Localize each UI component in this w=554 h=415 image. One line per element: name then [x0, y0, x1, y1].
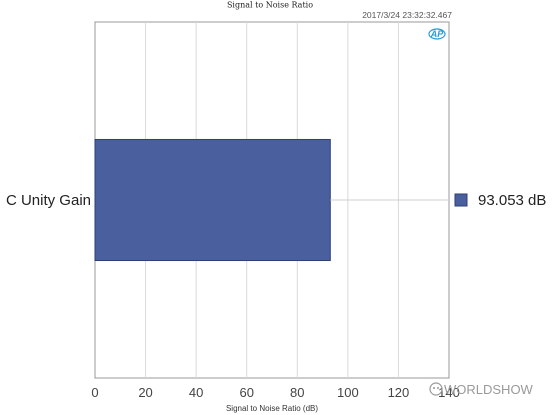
- x-tick-label: 140: [438, 385, 460, 400]
- watermark: WORLDSHOW: [429, 382, 534, 397]
- x-tick-label: 80: [290, 385, 304, 400]
- x-axis-label: Signal to Noise Ratio (dB): [226, 404, 318, 413]
- bars: [94, 138, 449, 262]
- ap-logo-text: AP: [430, 29, 444, 39]
- x-tick-label: 100: [337, 385, 359, 400]
- ap-logo-icon: AP: [428, 28, 446, 40]
- x-tick-label: 120: [388, 385, 410, 400]
- bar: [94, 138, 331, 262]
- watermark-text: WORLDSHOW: [444, 382, 534, 397]
- chart-title: Signal to Noise Ratio: [227, 1, 313, 10]
- x-tick-labels: 0 20 40 60 80 100 120 140: [91, 385, 459, 400]
- legend: 93.053 dB: [454, 192, 546, 209]
- x-tick-label: 60: [239, 385, 253, 400]
- category-label: C Unity Gain: [6, 192, 91, 209]
- legend-swatch: [454, 193, 468, 207]
- x-tick-label: 40: [189, 385, 203, 400]
- x-tick-label: 20: [138, 385, 152, 400]
- chart-timestamp: 2017/3/24 23:32:32.467: [362, 10, 452, 20]
- x-tick-label: 0: [91, 385, 98, 400]
- bar-value-label: 93.053 dB: [478, 192, 546, 209]
- category-labels: C Unity Gain: [6, 192, 91, 209]
